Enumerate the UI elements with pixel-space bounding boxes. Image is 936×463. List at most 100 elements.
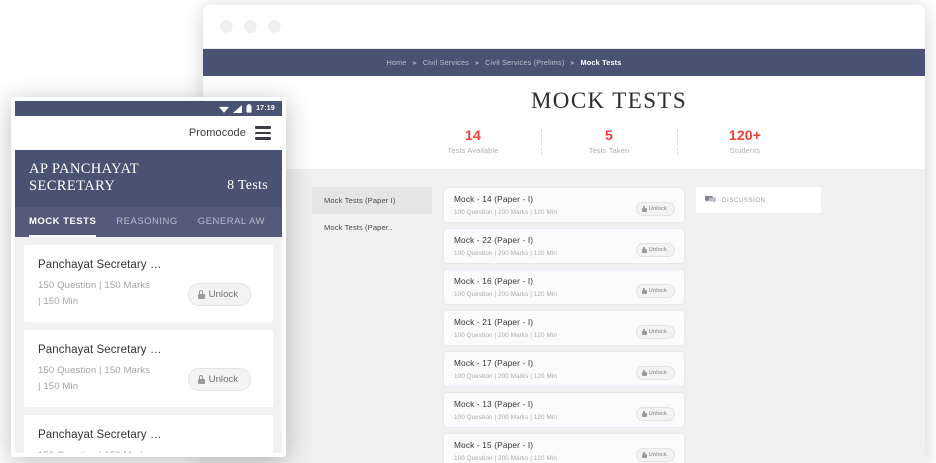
- lock-icon: [641, 329, 647, 335]
- test-card[interactable]: Mock - 15 (Paper - I) 100 Question | 200…: [443, 433, 685, 463]
- unlock-button[interactable]: Unlock: [635, 325, 675, 339]
- mobile-status-bar: 17:19: [15, 101, 282, 116]
- test-meta: 100 Question | 200 Marks | 120 Min: [454, 332, 557, 339]
- tab-label: MOCK TESTS: [29, 215, 97, 227]
- window-minimize-dot[interactable]: [244, 20, 257, 33]
- stat-value: 120+: [728, 127, 762, 143]
- stat-label: Students: [729, 146, 761, 155]
- stat-label: Tests Available: [447, 146, 499, 155]
- test-name: Mock - 21 (Paper - I): [454, 317, 534, 327]
- test-meta: 100 Question | 200 Marks | 120 Min: [454, 250, 557, 257]
- breadcrumb-separator-icon: ➤: [474, 60, 480, 67]
- test-meta: 100 Question | 200 Marks | 120 Min: [454, 291, 557, 298]
- sidebar-item-mock-tests-paper-1[interactable]: Mock Tests (Paper I): [312, 187, 432, 214]
- test-list: Mock - 14 (Paper - I) 100 Question | 200…: [443, 187, 685, 463]
- stat-tests-available: 14 Tests Available: [405, 127, 541, 157]
- mobile-test-card[interactable]: Panchayat Secretary … 150 Question | 150…: [24, 330, 273, 407]
- lock-icon: [641, 247, 647, 253]
- test-meta: 100 Question | 200 Marks | 120 Min: [454, 209, 557, 216]
- breadcrumb: Home ➤ Civil Services ➤ Civil Services (…: [386, 58, 621, 67]
- stats-row: 14 Tests Available 5 Tests Taken 120+ St…: [203, 127, 925, 157]
- discussion-label: DISCUSSION: [722, 196, 766, 204]
- tab-label: REASONING: [116, 215, 178, 227]
- test-name: Mock - 13 (Paper - I): [454, 399, 534, 409]
- lock-icon: [641, 370, 647, 376]
- breadcrumb-separator-icon: ➤: [569, 60, 576, 67]
- mobile-test-list: Panchayat Secretary … 150 Question | 150…: [15, 237, 282, 457]
- test-name: Mock - 14 (Paper - I): [454, 194, 534, 204]
- test-meta: 100 Question | 200 Marks | 120 Min: [454, 414, 557, 421]
- unlock-button-label: Unlock: [648, 370, 667, 376]
- stat-students: 120+ Students: [677, 127, 813, 157]
- course-tests-count: 8 Tests: [227, 178, 268, 193]
- discussion-button[interactable]: DISCUSSION: [696, 187, 821, 213]
- lock-icon: [197, 290, 205, 299]
- chat-bubble-icon: [705, 191, 716, 209]
- mobile-test-meta: 150 Question | 150 Marks | 150 Min: [38, 365, 151, 392]
- test-card[interactable]: Mock - 17 (Paper - I) 100 Question | 200…: [443, 351, 685, 387]
- mobile-test-name: Panchayat Secretary …: [38, 429, 162, 441]
- stat-label: Tests Taken: [588, 146, 630, 155]
- window-maximize-dot[interactable]: [268, 20, 281, 33]
- mobile-test-name: Panchayat Secretary …: [38, 259, 162, 271]
- unlock-button[interactable]: Unlock: [635, 284, 675, 298]
- unlock-button-label: Unlock: [648, 206, 667, 212]
- mobile-tabbar: MOCK TESTS REASONING GENERAL AW: [15, 207, 282, 237]
- mobile-test-card[interactable]: Panchayat Secretary … 150 Question | 150…: [24, 415, 273, 457]
- sidebar-item-mock-tests-paper-2[interactable]: Mock Tests (Paper..: [312, 214, 432, 241]
- breadcrumb-separator-icon: ➤: [411, 60, 418, 67]
- unlock-button[interactable]: Unlock: [187, 283, 251, 306]
- promocode-link[interactable]: Promocode: [188, 127, 246, 139]
- mobile-appbar: Promocode: [15, 116, 282, 150]
- unlock-button[interactable]: Unlock: [635, 366, 675, 380]
- lock-icon: [641, 411, 647, 417]
- desktop-browser-window: Home ➤ Civil Services ➤ Civil Services (…: [203, 5, 925, 463]
- breadcrumb-item-civil-services[interactable]: Civil Services: [422, 58, 470, 67]
- course-title: AP PANCHAYAT SECRETARY: [29, 161, 139, 194]
- unlock-button[interactable]: Unlock: [188, 453, 251, 457]
- unlock-button[interactable]: Unlock: [187, 368, 251, 391]
- test-name: Mock - 16 (Paper - I): [454, 276, 534, 286]
- page-title: MOCK TESTS: [530, 88, 688, 113]
- test-meta: 100 Question | 200 Marks | 120 Min: [454, 455, 557, 462]
- unlock-button-label: Unlock: [208, 374, 238, 385]
- test-card[interactable]: Mock - 13 (Paper - I) 100 Question | 200…: [443, 392, 685, 428]
- mobile-test-card[interactable]: Panchayat Secretary … 150 Question | 150…: [24, 245, 273, 322]
- hamburger-menu-icon[interactable]: [255, 126, 271, 140]
- mobile-test-meta: 150 Question | 150 Marks | 150 Min: [38, 280, 151, 307]
- stat-tests-taken: 5 Tests Taken: [541, 127, 677, 157]
- breadcrumb-item-civil-services-prelims[interactable]: Civil Services (Prelims): [485, 58, 565, 67]
- test-card[interactable]: Mock - 22 (Paper - I) 100 Question | 200…: [443, 228, 685, 264]
- page-header: MOCK TESTS 14 Tests Available 5 Tests Ta…: [203, 76, 925, 169]
- unlock-button[interactable]: Unlock: [635, 407, 675, 421]
- unlock-button[interactable]: Unlock: [635, 243, 675, 257]
- test-name: Mock - 22 (Paper - I): [454, 235, 534, 245]
- test-meta: 100 Question | 200 Marks | 120 Min: [454, 373, 557, 380]
- tab-reasoning[interactable]: REASONING: [116, 207, 178, 237]
- unlock-button-label: Unlock: [648, 411, 667, 417]
- tab-general-awareness[interactable]: GENERAL AW: [198, 207, 265, 237]
- lock-icon: [641, 288, 647, 294]
- breadcrumb-item-home[interactable]: Home: [386, 58, 407, 67]
- test-card[interactable]: Mock - 21 (Paper - I) 100 Question | 200…: [443, 310, 685, 346]
- lock-icon: [197, 375, 205, 384]
- stat-value: 5: [605, 127, 613, 143]
- window-close-dot[interactable]: [220, 20, 233, 33]
- stat-value: 14: [465, 127, 481, 143]
- unlock-button[interactable]: Unlock: [635, 202, 675, 216]
- unlock-button[interactable]: Unlock: [635, 448, 675, 462]
- mobile-phone-mockup: 17:19 Promocode AP PANCHAYAT SECRETARY 8…: [11, 97, 286, 457]
- discussion-column: DISCUSSION: [696, 187, 821, 463]
- test-card[interactable]: Mock - 16 (Paper - I) 100 Question | 200…: [443, 269, 685, 305]
- tab-mock-tests[interactable]: MOCK TESTS: [29, 207, 97, 237]
- test-name: Mock - 17 (Paper - I): [454, 358, 534, 368]
- content-area: Mock Tests (Paper I) Mock Tests (Paper..…: [203, 169, 925, 463]
- test-card[interactable]: Mock - 14 (Paper - I) 100 Question | 200…: [443, 187, 685, 223]
- test-category-sidebar: Mock Tests (Paper I) Mock Tests (Paper..: [312, 187, 432, 463]
- lock-icon: [641, 206, 647, 212]
- sidebar-item-label: Mock Tests (Paper I): [324, 196, 396, 205]
- sidebar-item-label: Mock Tests (Paper..: [324, 223, 393, 232]
- unlock-button-label: Unlock: [648, 452, 667, 458]
- status-bar-time: 17:19: [256, 105, 275, 112]
